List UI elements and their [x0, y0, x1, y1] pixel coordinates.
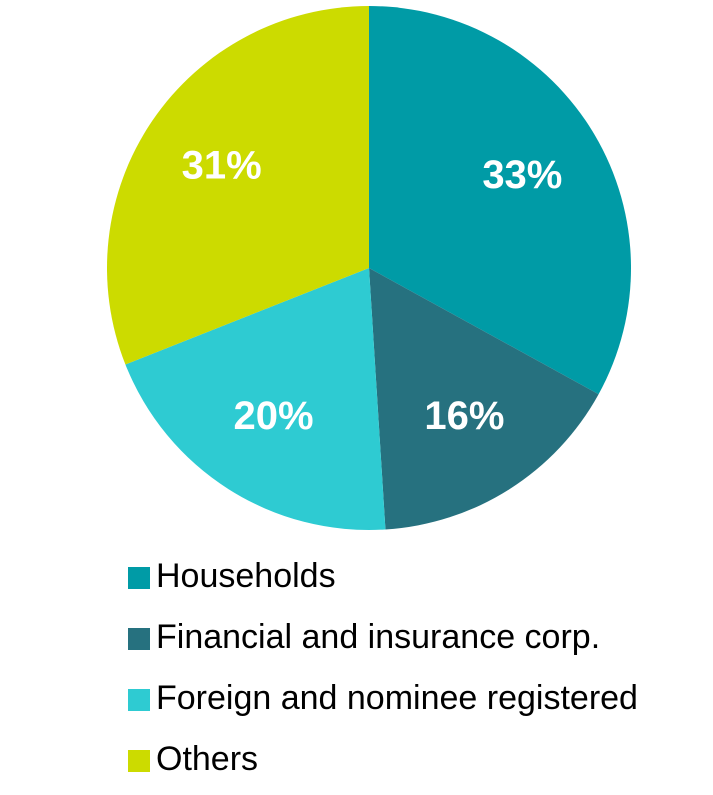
pie-slice [369, 268, 599, 530]
pie-slice [369, 6, 631, 395]
legend-swatch [128, 628, 150, 650]
legend-label: Foreign and nominee registered [156, 679, 638, 717]
pie-slice [107, 6, 370, 365]
legend-swatch [128, 750, 150, 772]
legend-swatch [128, 567, 150, 589]
slice-label: 16% [424, 394, 504, 438]
legend-label: Households [156, 557, 336, 595]
legend-swatch [128, 689, 150, 711]
slice-label: 33% [482, 153, 562, 197]
pie-slice [125, 268, 386, 530]
slice-label: 31% [182, 143, 262, 187]
legend-label: Financial and insurance corp. [156, 618, 600, 656]
legend-label: Others [156, 740, 258, 778]
slice-label: 20% [234, 394, 314, 438]
